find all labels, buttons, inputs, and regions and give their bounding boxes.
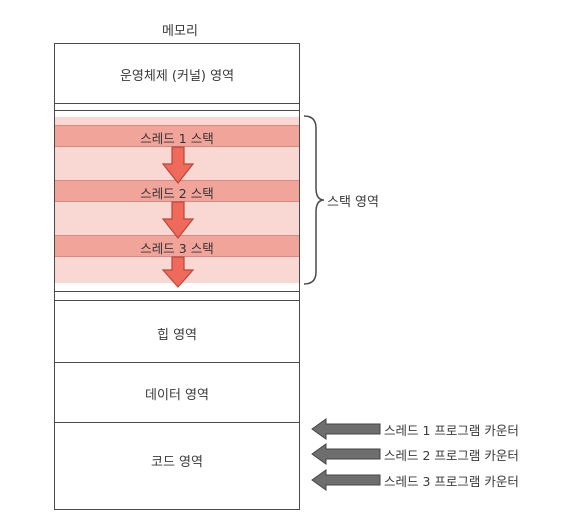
stack-growth-arrow-2: [161, 201, 195, 239]
stack-top-divider: [54, 110, 300, 111]
kernel-divider: [54, 103, 300, 104]
code-label: 코드 영역: [151, 455, 203, 470]
pc-label-1: 스레드 1 프로그램 카운터: [384, 423, 519, 438]
pc-arrow-1: [311, 418, 381, 440]
pc-arrow-3: [311, 469, 381, 491]
memory-title: 메모리: [162, 24, 198, 39]
thread-2-stack-label: 스레드 2 스택: [140, 186, 214, 201]
stack-bottom-divider: [54, 291, 300, 292]
thread-1-stack: 스레드 1 스택: [55, 125, 299, 147]
stack-growth-arrow-3: [161, 256, 195, 288]
stack-growth-arrow-1: [161, 146, 195, 184]
pc-label-2: 스레드 2 프로그램 카운터: [384, 448, 519, 463]
memory-box: [54, 43, 300, 510]
heap-top-divider: [54, 300, 300, 301]
data-label: 데이터 영역: [145, 388, 209, 403]
heap-label: 힙 영역: [156, 328, 197, 343]
pc-arrow-2: [311, 443, 381, 465]
heap-data-divider: [54, 362, 300, 363]
stack-region-label: 스택 영역: [327, 195, 379, 210]
data-segment: 데이터 영역: [54, 362, 300, 422]
thread-1-stack-label: 스레드 1 스택: [140, 131, 214, 146]
kernel-label: 운영체제 (커널) 영역: [119, 69, 235, 84]
heap-segment: 힙 영역: [54, 300, 300, 362]
pc-label-3: 스레드 3 프로그램 카운터: [384, 474, 519, 489]
code-segment: 코드 영역: [54, 422, 300, 510]
kernel-segment: 운영체제 (커널) 영역: [54, 43, 300, 103]
stack-region-brace: [303, 115, 325, 285]
thread-3-stack-label: 스레드 3 스택: [140, 241, 214, 256]
data-code-divider: [54, 422, 300, 423]
